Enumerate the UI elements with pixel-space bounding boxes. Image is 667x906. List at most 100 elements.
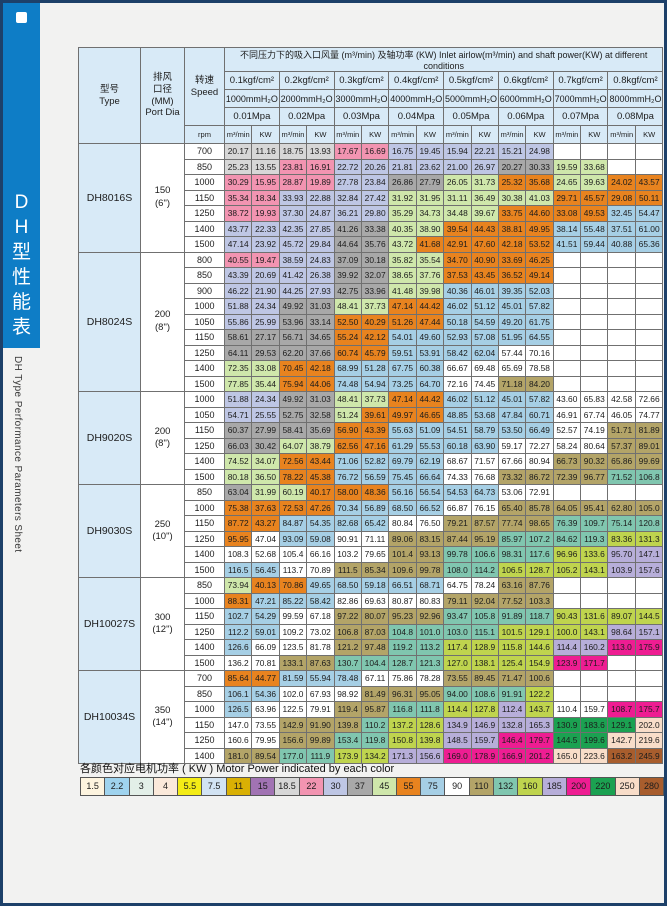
flow-value: 66.51 — [388, 577, 417, 594]
flow-value: 98.31 — [497, 546, 527, 563]
table-row: 850 106.1 54.36 102.0 67.93 98.92 81.49 96.31 95… — [79, 685, 664, 702]
power-value: 63.90 — [470, 437, 499, 454]
flow-value: 51.95 — [497, 329, 527, 346]
power-value: 34.65 — [306, 329, 335, 346]
power-value: 101.0 — [415, 623, 445, 640]
power-value: 20.69 — [251, 267, 280, 284]
flow-value: 116.5 — [223, 561, 253, 578]
power-value: 64.70 — [415, 375, 445, 392]
rpm-cell: 1250 — [184, 530, 225, 547]
flow-value: 115.8 — [497, 639, 527, 656]
power-value: 20.26 — [360, 158, 390, 175]
flow-value: 165.0 — [552, 747, 582, 764]
power-value: 63.96 — [251, 701, 280, 718]
flow-value: 68.99 — [333, 360, 362, 377]
power-value: 38.90 — [415, 220, 445, 237]
flow-value: 106.1 — [223, 685, 253, 702]
rpm-cell: 850 — [184, 267, 225, 284]
flow-value — [607, 360, 636, 377]
power-value: 179.7 — [525, 732, 554, 749]
flow-value: 105.2 — [552, 561, 582, 578]
rpm-cell: 700 — [184, 143, 225, 160]
flow-value — [552, 577, 582, 594]
flow-value — [552, 267, 582, 284]
power-value: 139.8 — [415, 732, 445, 749]
power-value: 138.1 — [470, 654, 499, 671]
flow-value: 47.14 — [388, 391, 417, 408]
power-value: 79.65 — [360, 546, 390, 563]
flow-value: 26.86 — [388, 174, 417, 191]
flow-value: 75.94 — [278, 375, 308, 392]
flow-value: 74.48 — [333, 375, 362, 392]
flow-value: 72.35 — [223, 360, 253, 377]
flow-value: 52.50 — [333, 313, 362, 330]
power-value: 35.68 — [525, 174, 554, 191]
power-value: 74.45 — [470, 375, 499, 392]
flow-value: 129.1 — [607, 716, 636, 733]
flow-value: 84.62 — [552, 530, 582, 547]
flow-value: 58.24 — [552, 437, 582, 454]
power-value: 49.53 — [580, 205, 609, 222]
table-row: 1000 75.38 37.63 72.53 47.26 70.34 56.89 68.50 6… — [79, 499, 664, 516]
sidebar-title-cn: D H 型 性 能 表 — [11, 191, 31, 338]
port-cell: 150 (6") — [140, 143, 185, 253]
flow-value: 60.37 — [223, 422, 253, 439]
flow-value: 122.5 — [278, 701, 308, 718]
power-value: 19.45 — [415, 143, 445, 160]
power-value: 67.93 — [306, 685, 335, 702]
flow-value: 108.3 — [223, 546, 253, 563]
flow-value: 73.94 — [223, 577, 253, 594]
power-value: 59.18 — [360, 577, 390, 594]
flow-value: 126.5 — [223, 701, 253, 718]
flow-value — [552, 685, 582, 702]
flow-value: 127.0 — [443, 654, 472, 671]
flow-value: 27.78 — [333, 174, 362, 191]
power-value: 27.79 — [415, 174, 445, 191]
flow-value: 46.02 — [443, 298, 472, 315]
rpm-cell: 1400 — [184, 453, 225, 470]
unit-power-header: KW — [251, 125, 280, 144]
power-value: 16.91 — [306, 158, 335, 175]
rpm-cell: 1000 — [184, 499, 225, 516]
flow-value: 130.9 — [552, 716, 582, 733]
flow-value: 51.24 — [333, 406, 362, 423]
flow-value: 134.9 — [443, 716, 472, 733]
legend-swatch: 11 — [226, 777, 252, 796]
power-value: 91.90 — [306, 716, 335, 733]
power-value — [580, 143, 609, 160]
power-value: 44.77 — [251, 670, 280, 687]
table-row: 1000 51.88 24.34 49.92 31.03 48.41 37.73 47.14 4… — [79, 298, 664, 315]
flow-value: 49.92 — [278, 391, 308, 408]
flow-value: 146.4 — [497, 732, 527, 749]
power-value: 107.2 — [525, 530, 554, 547]
power-value: 26.38 — [306, 267, 335, 284]
power-value: 11.16 — [251, 143, 280, 160]
logo-mark — [16, 12, 27, 23]
power-value: 33.08 — [251, 360, 280, 377]
flow-value: 68.50 — [388, 499, 417, 516]
perf-table: 型号 Type 排风 口径 (MM) Port Dia 转速 Speed 不同压力下的… — [78, 47, 664, 764]
flow-value: 75.14 — [607, 515, 636, 532]
unit-power-header: KW — [634, 125, 664, 144]
flow-value — [552, 670, 582, 687]
flow-value: 51.26 — [388, 313, 417, 330]
unit-flow-header: m³/min — [607, 125, 636, 144]
flow-value: 25.32 — [497, 174, 527, 191]
power-value: 86.72 — [525, 468, 554, 485]
power-value — [634, 329, 664, 346]
unit-flow-header: m³/min — [443, 125, 472, 144]
table-row: 1150 35.34 18.34 33.93 22.88 32.84 27.42 31.92 3… — [79, 189, 664, 206]
flow-value: 71.18 — [497, 375, 527, 392]
mmh2o-header: 5000mmH₂O — [443, 89, 499, 108]
legend-swatch: 250 — [615, 777, 640, 796]
power-value: 57.82 — [525, 298, 554, 315]
flow-value: 33.08 — [552, 205, 582, 222]
power-value: 59.44 — [580, 236, 609, 253]
power-value — [634, 313, 664, 330]
power-value: 31.73 — [470, 174, 499, 191]
flow-value: 65.86 — [607, 453, 636, 470]
power-value: 119.3 — [580, 530, 609, 547]
flow-value: 72.53 — [278, 499, 308, 516]
legend-swatch: 18.5 — [275, 777, 300, 796]
